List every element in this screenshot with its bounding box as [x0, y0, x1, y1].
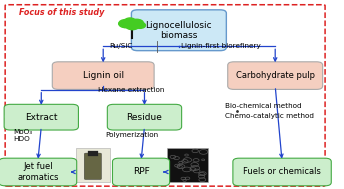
Text: Extract: Extract	[25, 113, 57, 122]
Text: Hexane extraction: Hexane extraction	[98, 87, 164, 93]
Circle shape	[126, 22, 139, 30]
Text: Bio-chemical method: Bio-chemical method	[225, 103, 302, 109]
Text: Lignin-first biorefinery: Lignin-first biorefinery	[181, 43, 260, 49]
FancyBboxPatch shape	[167, 148, 208, 182]
Text: Residue: Residue	[127, 113, 162, 122]
FancyBboxPatch shape	[76, 148, 110, 182]
Text: Lignin oil: Lignin oil	[83, 71, 124, 80]
FancyBboxPatch shape	[131, 10, 226, 51]
Text: Lignocellulosic
biomass: Lignocellulosic biomass	[146, 21, 212, 40]
FancyBboxPatch shape	[88, 151, 98, 156]
Circle shape	[125, 18, 135, 24]
Text: Focus of this study: Focus of this study	[19, 8, 104, 17]
FancyBboxPatch shape	[84, 153, 101, 180]
Text: RPF: RPF	[133, 167, 149, 177]
Text: Polymerization: Polymerization	[105, 132, 158, 138]
FancyBboxPatch shape	[4, 104, 78, 130]
FancyBboxPatch shape	[52, 62, 154, 89]
FancyBboxPatch shape	[0, 158, 77, 186]
Text: Carbohydrate pulp: Carbohydrate pulp	[236, 71, 315, 80]
Circle shape	[135, 22, 146, 28]
Text: Ru/SiC: Ru/SiC	[109, 43, 132, 49]
Text: Chemo-catalytic method: Chemo-catalytic method	[225, 113, 314, 119]
Text: Fuels or chemicals: Fuels or chemicals	[243, 167, 321, 177]
Text: MoO₃
HDO: MoO₃ HDO	[13, 129, 32, 142]
FancyBboxPatch shape	[107, 104, 182, 130]
Text: Jet fuel
aromatics: Jet fuel aromatics	[17, 162, 58, 182]
FancyBboxPatch shape	[233, 158, 331, 186]
Circle shape	[119, 19, 134, 28]
FancyBboxPatch shape	[112, 158, 170, 186]
Circle shape	[130, 19, 143, 27]
FancyBboxPatch shape	[228, 62, 323, 89]
